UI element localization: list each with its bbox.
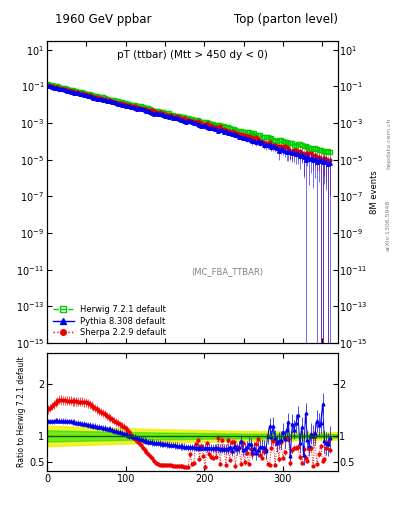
Text: (MC_FBA_TTBAR): (MC_FBA_TTBAR) bbox=[191, 268, 263, 276]
Text: 1960 GeV ppbar: 1960 GeV ppbar bbox=[55, 13, 152, 26]
Legend: Herwig 7.2.1 default, Pythia 8.308 default, Sherpa 2.2.9 default: Herwig 7.2.1 default, Pythia 8.308 defau… bbox=[51, 304, 168, 339]
Text: hepdata.cern.ch: hepdata.cern.ch bbox=[386, 118, 391, 169]
Text: Top (parton level): Top (parton level) bbox=[234, 13, 338, 26]
Text: pT (ttbar) (Mtt > 450 dy < 0): pT (ttbar) (Mtt > 450 dy < 0) bbox=[117, 50, 268, 60]
Text: arXiv:1306.5948: arXiv:1306.5948 bbox=[386, 200, 391, 251]
Y-axis label: Ratio to Herwig 7.2.1 default: Ratio to Herwig 7.2.1 default bbox=[17, 357, 26, 467]
Y-axis label: 8M events: 8M events bbox=[371, 170, 380, 214]
